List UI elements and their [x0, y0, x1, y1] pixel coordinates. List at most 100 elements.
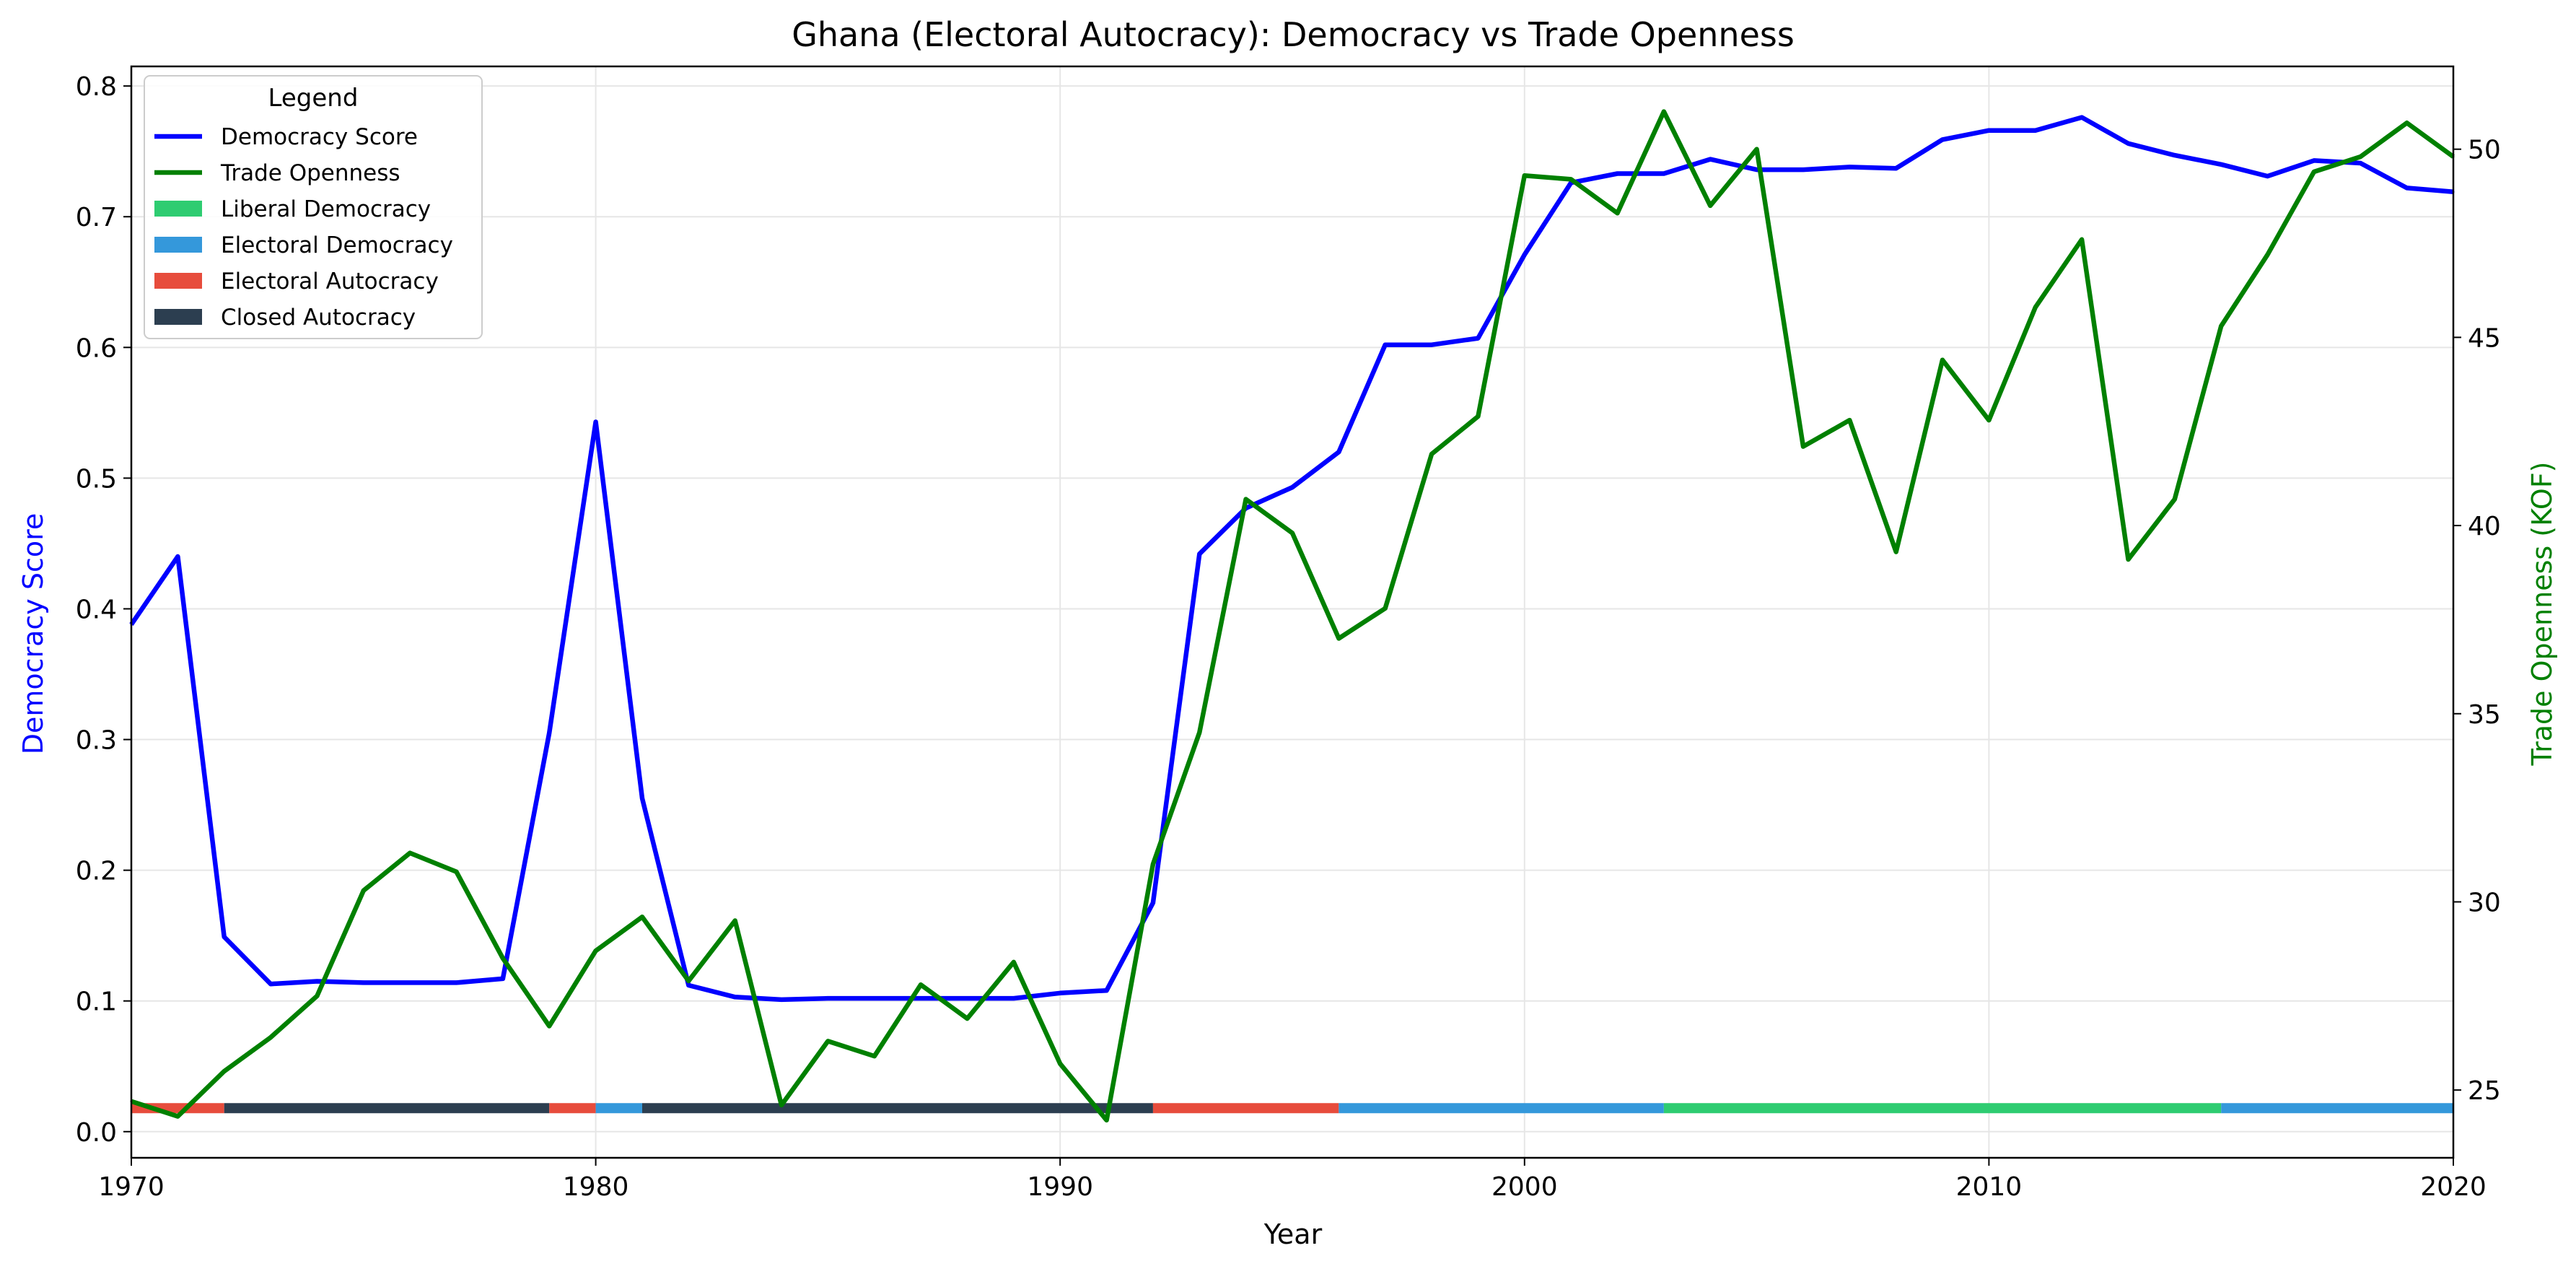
democracy-score-point	[2080, 116, 2083, 119]
democracy-score-point	[1476, 337, 1479, 340]
democracy-score-point	[1430, 344, 1433, 346]
x-tick-label: 2010	[1956, 1172, 2023, 1202]
trade-openness-point	[1430, 453, 1433, 455]
democracy-score-point	[455, 981, 458, 984]
y-axis-right-label: Trade Openness (KOF)	[2526, 461, 2558, 766]
trade-openness-point	[548, 1025, 551, 1028]
trade-openness-point	[826, 1039, 829, 1042]
trade-openness-point	[223, 1070, 226, 1073]
legend-label-trade-openness: Trade Openness	[220, 160, 400, 186]
democracy-score-point	[2359, 162, 2362, 165]
trade-openness-point	[2080, 238, 2083, 241]
trade-openness-point	[1291, 532, 1294, 535]
y-left-tick-label: 0.4	[76, 595, 117, 624]
y-left-tick-label: 0.7	[76, 203, 117, 232]
trade-openness-point	[362, 889, 365, 892]
trade-openness-point	[2034, 306, 2037, 309]
x-axis-label: Year	[1263, 1218, 1323, 1250]
trade-openness-point	[269, 1036, 272, 1039]
democracy-score-point	[1337, 450, 1340, 453]
y-right-tick-label: 25	[2468, 1076, 2501, 1106]
democracy-score-point	[176, 555, 179, 558]
y-left-tick-label: 0.3	[76, 726, 117, 756]
trade-openness-point	[2173, 498, 2176, 501]
democracy-score-point	[1523, 253, 1526, 256]
plot-frame	[130, 65, 2455, 1159]
y-left-tick-label: 0.6	[76, 333, 117, 363]
trade-openness-point	[595, 949, 597, 952]
democracy-score-point	[408, 981, 411, 984]
trade-openness-point	[1384, 607, 1387, 610]
trade-openness-point	[1662, 110, 1665, 113]
legend-box	[144, 75, 483, 339]
y-left-tick-label: 0.0	[76, 1118, 117, 1148]
trade-openness-point	[2266, 253, 2269, 256]
legend-title: Legend	[268, 84, 359, 113]
democracy-score-point	[2313, 159, 2316, 162]
democracy-score-point	[1895, 167, 1898, 170]
trade-openness-point	[965, 1017, 968, 1020]
democracy-score-point	[1059, 992, 1061, 995]
y-left-tick-label: 0.2	[76, 857, 117, 886]
democracy-score-point	[2173, 154, 2176, 157]
democracy-score-point	[1105, 989, 1108, 992]
x-tick-label: 2020	[2420, 1172, 2487, 1202]
democracy-score-point	[734, 995, 737, 998]
trade-openness-point	[1895, 551, 1898, 554]
y-right-tick-label: 45	[2468, 323, 2501, 353]
y-axis-left-label: Democracy Score	[17, 513, 49, 755]
trade-openness-point	[2406, 121, 2409, 124]
democracy-score-point	[1802, 168, 1805, 171]
democracy-score-point	[315, 980, 318, 983]
legend-swatch-closed-autocracy	[154, 309, 202, 325]
democracy-score-point	[2126, 142, 2129, 145]
trade-openness-point	[315, 995, 318, 998]
legend-swatch-electoral-autocracy	[154, 273, 202, 289]
axes: 1970 1980 1990 2000 2010 2020 0.0 0.1 0.2 0.3 0.4 0…	[76, 65, 2501, 1202]
trade-openness-point	[1756, 148, 1758, 151]
legend-label-electoral-autocracy: Electoral Autocracy	[221, 269, 439, 294]
trade-openness-point	[1059, 1063, 1061, 1065]
democracy-score-point	[687, 984, 690, 987]
trade-openness-point	[1616, 211, 1619, 214]
trade-openness-point	[1987, 419, 1990, 422]
trade-openness-point	[641, 915, 644, 918]
democracy-score-point	[1152, 902, 1155, 904]
trade-openness-point	[2359, 155, 2362, 158]
grid	[131, 66, 2454, 1158]
democracy-score-point	[1987, 129, 1990, 132]
legend-label-democracy-score: Democracy Score	[221, 124, 418, 150]
democracy-score-point	[1941, 138, 1944, 141]
y-right-tick-label: 30	[2468, 888, 2501, 917]
trade-openness-point	[2313, 170, 2316, 173]
legend-label-liberal-democracy: Liberal Democracy	[221, 196, 431, 222]
chart-title: Ghana (Electoral Autocracy): Democracy v…	[792, 15, 1795, 54]
democracy-score-point	[1384, 344, 1387, 346]
democracy-score-point	[1616, 172, 1619, 175]
y-right-tick-label: 50	[2468, 136, 2501, 165]
trade-openness-point	[1569, 178, 1572, 180]
trade-openness-point	[2220, 325, 2222, 328]
democracy-score-point	[595, 421, 597, 424]
democracy-score-point	[2034, 129, 2037, 132]
democracy-score-point	[965, 997, 968, 1000]
trade-openness-point	[687, 980, 690, 982]
trade-openness-point	[176, 1115, 179, 1118]
y-left-tick-label: 0.8	[76, 72, 117, 102]
trade-openness-point	[1245, 498, 1248, 501]
trade-openness-point	[1152, 863, 1155, 865]
trade-openness-point	[1709, 204, 1712, 207]
democracy-score-point	[1709, 158, 1712, 161]
x-tick-label: 1990	[1027, 1172, 1093, 1202]
legend-label-electoral-democracy: Electoral Democracy	[221, 232, 453, 258]
democracy-score-point	[641, 797, 644, 800]
democracy-score-point	[269, 982, 272, 985]
x-tick-label: 1980	[563, 1172, 629, 1202]
trade-openness-point	[734, 920, 737, 922]
trade-openness-point	[501, 957, 504, 960]
trade-openness-point	[1848, 419, 1851, 422]
democracy-score-point	[2266, 175, 2269, 178]
democracy-score-point	[2220, 163, 2222, 166]
legend-swatch-electoral-democracy	[154, 237, 202, 253]
